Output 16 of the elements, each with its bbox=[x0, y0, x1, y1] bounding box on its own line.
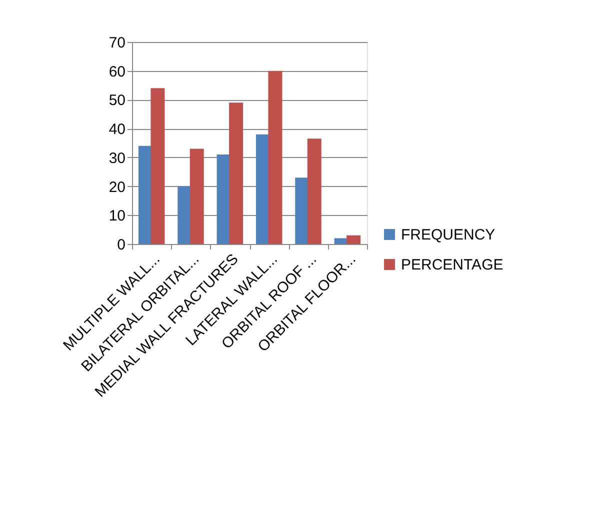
bar bbox=[268, 70, 282, 244]
y-tick-label: 40 bbox=[108, 121, 126, 138]
bar bbox=[229, 102, 244, 244]
y-tick-label: 60 bbox=[108, 63, 126, 80]
bar bbox=[307, 138, 322, 244]
bar bbox=[190, 148, 204, 244]
y-tick-label: 30 bbox=[108, 150, 126, 167]
y-tick-label: 20 bbox=[108, 178, 126, 196]
y-tick-label: 10 bbox=[108, 208, 126, 225]
bar bbox=[346, 235, 361, 244]
y-tick-label: 0 bbox=[117, 236, 126, 254]
legend-label: FREQUENCY bbox=[401, 226, 496, 244]
y-tick-label: 70 bbox=[108, 34, 126, 52]
y-tick-label: 50 bbox=[108, 92, 126, 110]
bar bbox=[150, 88, 165, 244]
legend-label: PERCENTAGE bbox=[401, 256, 504, 274]
